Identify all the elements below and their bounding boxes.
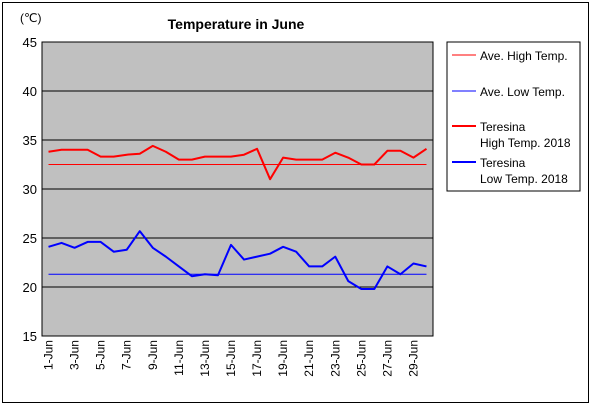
legend-label: Low Temp. 2018 (480, 172, 568, 186)
grid-lines (42, 90, 433, 288)
y-axis-ticks: 15 20 25 30 35 40 45 (23, 35, 37, 344)
legend-label: Teresina (480, 156, 526, 170)
x-axis-ticks: 1-Jun 3-Jun 5-Jun 7-Jun 9-Jun 11-Jun 13-Jun 15-… (42, 340, 421, 377)
x-tick-label: 17-Jun (250, 340, 264, 377)
legend-box (446, 41, 581, 192)
x-tick-label: 15-Jun (224, 340, 238, 377)
legend-label: Ave. High Temp. (480, 49, 568, 63)
y-tick-label: 20 (23, 280, 37, 295)
x-tick-label: 9-Jun (146, 340, 160, 370)
x-tick-label: 27-Jun (380, 340, 394, 377)
series-lines (48, 144, 428, 290)
x-tick-label: 5-Jun (94, 340, 108, 370)
y-tick-label: 45 (23, 35, 37, 50)
series-line-3 (48, 230, 427, 290)
x-tick-label: 19-Jun (276, 340, 290, 377)
x-tick-label: 29-Jun (406, 340, 420, 377)
legend-label: Teresina (480, 120, 526, 134)
chart-title: Temperature in June (168, 16, 305, 32)
x-tick-label: 1-Jun (42, 340, 56, 370)
legend-label: High Temp. 2018 (480, 136, 571, 150)
y-tick-label: 25 (23, 231, 37, 246)
x-tick-label: 3-Jun (68, 340, 82, 370)
y-axis-unit-label: (℃) (20, 11, 41, 25)
x-tick-label: 25-Jun (354, 340, 368, 377)
x-tick-label: 13-Jun (198, 340, 212, 377)
legend-label: Ave. Low Temp. (480, 85, 565, 99)
x-tick-label: 23-Jun (328, 340, 342, 377)
series-line-2 (48, 144, 428, 181)
x-tick-label: 21-Jun (302, 340, 316, 377)
y-tick-label: 40 (23, 84, 37, 99)
x-tick-label: 7-Jun (120, 340, 134, 370)
y-tick-label: 15 (23, 329, 37, 344)
legend: Ave. High Temp. Ave. Low Temp. Teresina Hig… (452, 49, 571, 186)
y-tick-label: 30 (23, 182, 37, 197)
y-tick-label: 35 (23, 133, 37, 148)
x-tick-label: 11-Jun (172, 340, 186, 376)
